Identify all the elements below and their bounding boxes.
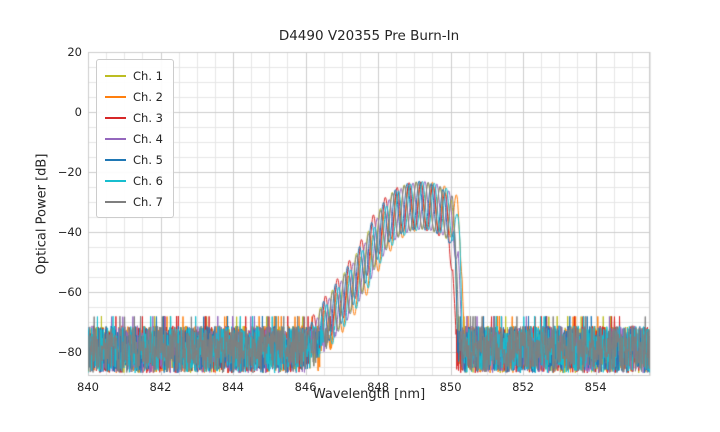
legend-item: Ch. 2 [105, 86, 163, 107]
x-axis-label: Wavelength [nm] [312, 387, 426, 402]
legend: Ch. 1 Ch. 2 Ch. 3 Ch. 4 Ch. 5 Ch. 6 Ch. 7 [96, 59, 174, 218]
legend-label: Ch. 6 [133, 173, 163, 188]
y-tick-label: −40 [57, 225, 82, 239]
legend-line-swatch [105, 200, 126, 203]
legend-item: Ch. 6 [105, 170, 163, 191]
legend-label: Ch. 3 [133, 110, 163, 125]
legend-label: Ch. 1 [133, 68, 163, 83]
legend-item: Ch. 3 [105, 107, 163, 128]
legend-item: Ch. 4 [105, 128, 163, 149]
x-tick-label: 840 [77, 380, 99, 394]
y-tick-label: −60 [57, 285, 82, 299]
legend-label: Ch. 4 [133, 131, 163, 146]
x-tick-label: 854 [584, 380, 607, 394]
legend-label: Ch. 2 [133, 89, 163, 104]
x-tick-label: 852 [512, 380, 535, 394]
legend-line-swatch [105, 95, 126, 98]
x-tick-label: 844 [222, 380, 244, 394]
legend-line-swatch [105, 74, 126, 77]
legend-line-swatch [105, 137, 126, 140]
x-tick-label: 848 [367, 380, 390, 394]
legend-item: Ch. 5 [105, 149, 163, 170]
legend-line-swatch [105, 116, 126, 119]
legend-line-swatch [105, 158, 126, 161]
y-tick-label: 0 [74, 105, 82, 119]
legend-item: Ch. 1 [105, 65, 163, 86]
y-tick-label: −20 [57, 165, 82, 179]
chart-title: D4490 V20355 Pre Burn-In [278, 28, 460, 44]
legend-label: Ch. 5 [133, 152, 163, 167]
x-tick-label: 850 [439, 380, 462, 394]
legend-item: Ch. 7 [105, 191, 163, 212]
x-tick-label: 846 [294, 380, 317, 394]
y-tick-label: −80 [57, 345, 82, 359]
x-tick-label: 842 [149, 380, 172, 394]
legend-label: Ch. 7 [133, 194, 163, 209]
legend-line-swatch [105, 179, 126, 182]
y-tick-label: 20 [67, 45, 82, 59]
